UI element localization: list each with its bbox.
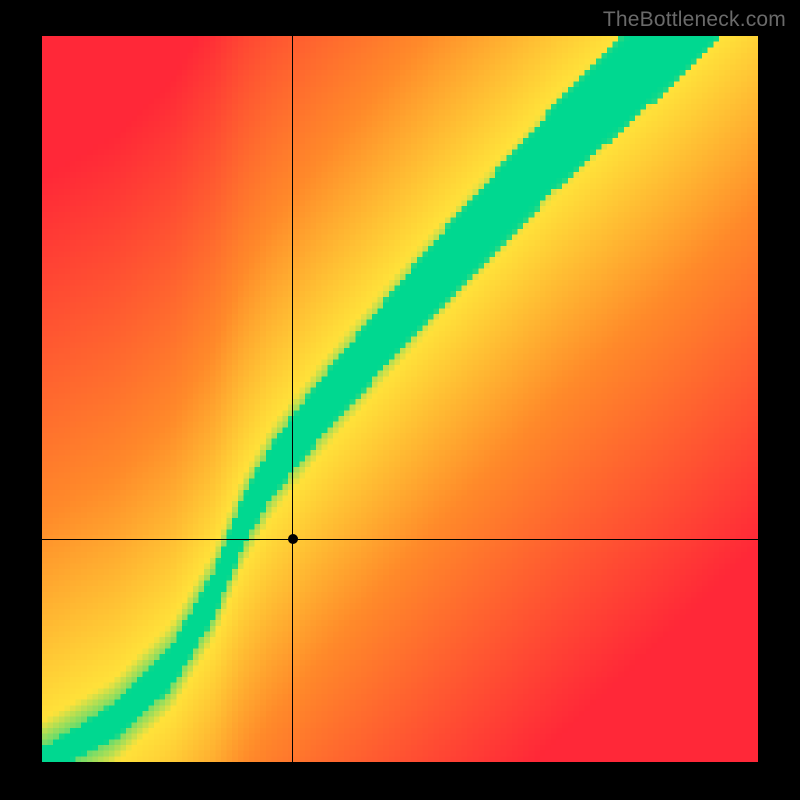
heatmap-plot-area bbox=[42, 36, 758, 762]
watermark-text: TheBottleneck.com bbox=[603, 8, 786, 32]
heatmap-canvas bbox=[42, 36, 758, 762]
chart-container: TheBottleneck.com bbox=[0, 0, 800, 800]
crosshair-dot bbox=[288, 534, 298, 544]
crosshair-horizontal-line bbox=[42, 539, 758, 540]
crosshair-vertical-line bbox=[292, 36, 293, 762]
